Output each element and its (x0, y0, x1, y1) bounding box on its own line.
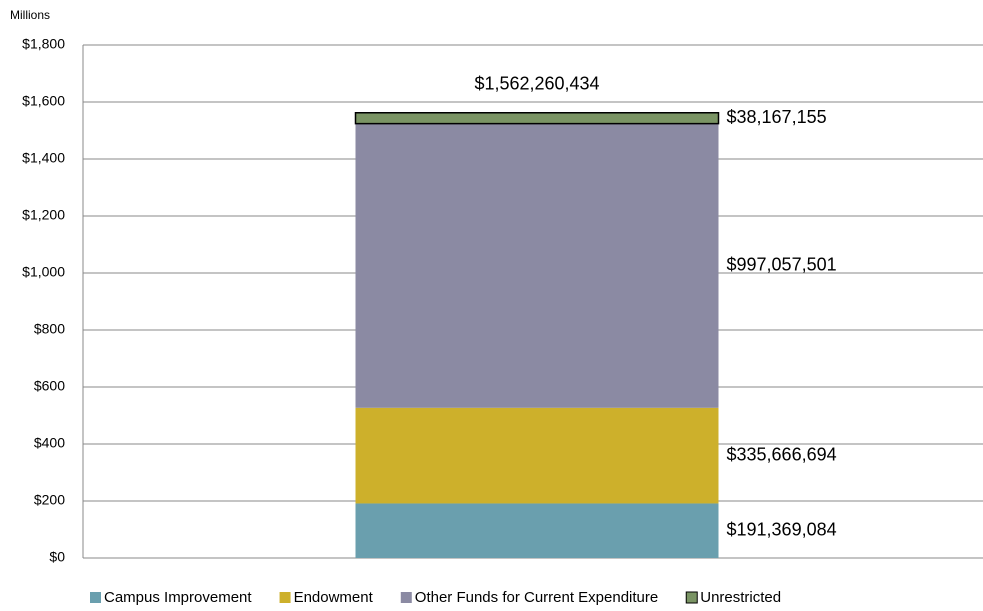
y-tick-label: $1,400 (22, 150, 65, 166)
data-label: $997,057,501 (727, 254, 837, 274)
legend-swatch (90, 592, 101, 603)
legend-swatch (400, 592, 412, 603)
y-tick-label: $1,200 (22, 207, 65, 223)
bar-segment (355, 123, 719, 408)
legend-label: Campus Improvement (104, 589, 252, 606)
legend-label: Unrestricted (700, 589, 781, 606)
legend-swatch (279, 592, 291, 603)
legend-label: Other Funds for Current Expenditure (415, 589, 658, 606)
y-tick-label: $0 (49, 549, 65, 565)
y-unit-label: Millions (10, 8, 50, 22)
bar-segment (355, 503, 719, 558)
data-label: $335,666,694 (727, 444, 837, 464)
total-label: $1,562,260,434 (474, 74, 599, 94)
data-label: $191,369,084 (727, 519, 837, 539)
y-tick-label: $400 (34, 435, 65, 451)
legend-swatch (685, 591, 698, 604)
bar-segment (355, 407, 719, 504)
y-tick-label: $800 (34, 321, 65, 337)
bar-segment (354, 112, 720, 125)
y-tick-label: $200 (34, 492, 65, 508)
legend-label: Endowment (294, 589, 374, 606)
data-label: $38,167,155 (727, 107, 827, 127)
y-tick-label: $600 (34, 378, 65, 394)
y-tick-label: $1,800 (22, 36, 65, 52)
y-tick-label: $1,600 (22, 93, 65, 109)
y-tick-label: $1,000 (22, 264, 65, 280)
